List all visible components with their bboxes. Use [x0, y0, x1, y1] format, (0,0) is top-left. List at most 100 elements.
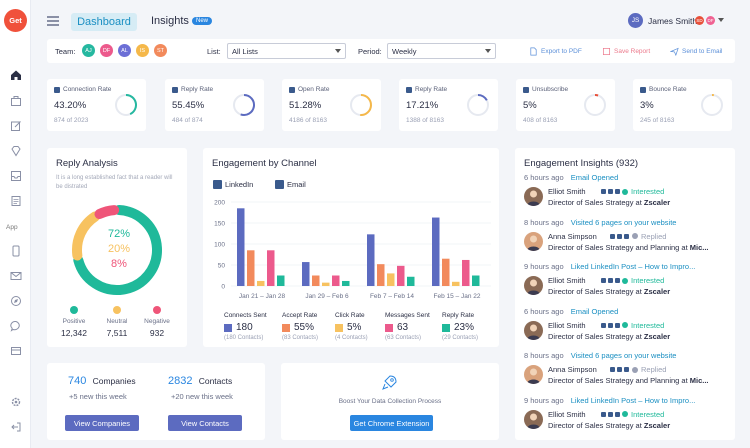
insight-item[interactable]: 8 hours ago Visited 6 pages on your webs…: [524, 351, 729, 391]
insight-action[interactable]: Visited 6 pages on your website: [568, 217, 677, 227]
save-report-button[interactable]: Save Report: [602, 47, 650, 56]
period-select[interactable]: Weekly: [387, 43, 496, 59]
ring-track: [701, 94, 723, 116]
contact-company[interactable]: Mic...: [689, 376, 709, 385]
contact-avatar[interactable]: [524, 276, 543, 295]
contact-name[interactable]: Elliot Smith: [548, 187, 586, 196]
contact-avatar[interactable]: [524, 409, 543, 429]
channel-tab-email[interactable]: Email: [275, 180, 306, 189]
ring-track: [584, 94, 606, 116]
tab-dashboard[interactable]: Dashboard: [71, 13, 137, 31]
list-select[interactable]: All Lists: [227, 43, 346, 59]
contact-avatar[interactable]: [524, 320, 543, 340]
contact-name[interactable]: Elliot Smith: [548, 276, 586, 285]
panel-title: Engagement by Channel: [212, 158, 317, 169]
bar-click-rate: [257, 280, 265, 286]
insight-action[interactable]: Liked LinkedIn Post – How to Impro...: [568, 395, 696, 405]
user-name[interactable]: James Smith: [648, 16, 698, 26]
team-member-avatar[interactable]: DF: [100, 44, 113, 57]
document-icon[interactable]: [9, 194, 22, 207]
legend-label: Neutral: [106, 318, 128, 325]
channel-icons: [601, 322, 620, 328]
view-contacts-button[interactable]: View Contacts: [168, 415, 242, 431]
insight-action[interactable]: Email Opened: [568, 306, 619, 316]
stat-card: Bounce Rate 3% 245 of 8163: [633, 79, 732, 131]
legend-dot: [70, 306, 78, 314]
contact-name[interactable]: Anna Simpson: [548, 365, 597, 374]
menu-toggle-icon[interactable]: [47, 16, 59, 26]
bar-accept-rate: [377, 264, 385, 286]
diamond-icon[interactable]: [9, 144, 22, 157]
card-icon[interactable]: [9, 344, 22, 357]
account-badge[interactable]: SD: [695, 16, 704, 25]
email-icon: [601, 411, 606, 417]
logout-icon[interactable]: [9, 420, 22, 433]
channel-label: LinkedIn: [225, 180, 254, 189]
positive-percent: 72%: [108, 228, 131, 240]
edit-icon[interactable]: [9, 119, 22, 132]
tab-insights[interactable]: Insights: [151, 15, 189, 27]
insight-item[interactable]: 9 hours ago Liked LinkedIn Post – How to…: [524, 396, 729, 436]
reply-analysis-panel: Reply Analysis It is a long established …: [47, 148, 187, 347]
insight-item[interactable]: 9 hours ago Liked LinkedIn Post – How to…: [524, 262, 729, 302]
user-avatar[interactable]: JS: [628, 13, 643, 28]
account-badge[interactable]: DF: [706, 16, 715, 25]
contact-company[interactable]: Zscaler: [643, 198, 671, 207]
contact-avatar[interactable]: [524, 365, 543, 384]
contacts-count: 2832: [168, 375, 193, 387]
insight-action[interactable]: Email Opened: [568, 173, 619, 182]
home-icon[interactable]: [9, 68, 22, 81]
team-member-avatar[interactable]: IS: [136, 44, 149, 57]
stat-ring: [350, 94, 372, 116]
app-logo[interactable]: Get: [4, 9, 27, 32]
contact-company[interactable]: Zscaler: [643, 420, 671, 430]
briefcase-icon[interactable]: [9, 94, 22, 107]
team-member-avatar[interactable]: AL: [118, 44, 131, 57]
stat-sub: 245 of 8163: [640, 117, 675, 124]
contact-company[interactable]: Zscaler: [643, 287, 671, 296]
chat-icon[interactable]: [9, 319, 22, 332]
contact-name[interactable]: Elliot Smith: [548, 409, 586, 419]
contact-name[interactable]: Elliot Smith: [548, 320, 586, 330]
linkedin-icon: [608, 189, 613, 194]
metric-label: Accept Rate: [282, 312, 318, 319]
email-icon: [275, 180, 284, 189]
reply-donut-chart: [72, 205, 162, 295]
insight-item[interactable]: 6 hours ago Email Opened Elliot Smith Inte…: [524, 307, 729, 347]
legend-label: Positive: [62, 318, 86, 325]
team-label: Team:: [55, 47, 76, 56]
x-tick-label: Feb 15 – Jan 22: [434, 293, 481, 300]
contact-company[interactable]: Mic...: [689, 242, 709, 252]
channel-tab-linkedin[interactable]: LinkedIn: [213, 180, 253, 189]
team-member-avatar[interactable]: ST: [154, 44, 167, 57]
y-tick-label: 100: [214, 242, 225, 249]
status-badge: Interested: [622, 276, 664, 285]
send-email-button[interactable]: Send to Email: [670, 47, 722, 56]
view-companies-button[interactable]: View Companies: [65, 415, 139, 431]
metric-sub: (83 Contacts): [282, 335, 319, 341]
inbox-icon[interactable]: [9, 169, 22, 182]
status-label: Interested: [631, 187, 665, 196]
mail-icon[interactable]: [9, 269, 22, 282]
settings-icon[interactable]: [9, 395, 22, 408]
chevron-down-icon[interactable]: [718, 18, 724, 22]
export-pdf-button[interactable]: Export to PDF: [529, 47, 582, 56]
phone-icon[interactable]: [9, 244, 22, 257]
metric-click: Click Rate 5% (4 Contacts): [335, 312, 368, 341]
legend-negative: Negative 932: [137, 306, 177, 338]
save-report-label: Save Report: [614, 48, 651, 55]
chrome-extension-button[interactable]: Get Chrome Extension: [350, 415, 433, 431]
contact-avatar[interactable]: [524, 231, 543, 251]
contact-company[interactable]: Zscaler: [643, 331, 671, 341]
team-member-avatar[interactable]: AJ: [82, 44, 95, 57]
insight-item[interactable]: 8 hours ago Visited 6 pages on your webs…: [524, 218, 729, 258]
bar-accept-rate: [312, 275, 320, 286]
contact-name[interactable]: Anna Simpson: [548, 231, 597, 241]
contact-avatar[interactable]: [524, 187, 543, 206]
compass-icon[interactable]: [9, 294, 22, 307]
insight-item[interactable]: 6 hours ago Email Opened Elliot Smith Inte…: [524, 173, 729, 213]
email-icon: [610, 367, 615, 372]
insight-action[interactable]: Liked LinkedIn Post – How to Impro...: [568, 262, 696, 271]
bar-click-rate: [387, 273, 395, 286]
insight-action[interactable]: Visited 6 pages on your website: [568, 351, 677, 360]
